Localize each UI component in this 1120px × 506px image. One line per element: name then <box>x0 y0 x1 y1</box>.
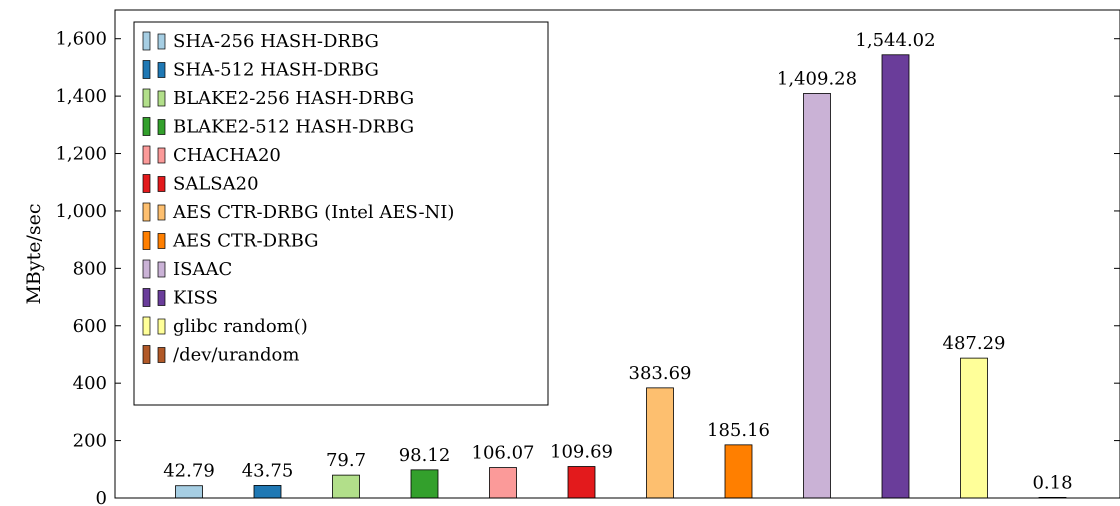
y-axis-label: MByte/sec <box>23 203 45 304</box>
legend-swatch <box>157 147 166 164</box>
legend-swatch <box>157 233 166 249</box>
legend-swatch <box>157 33 166 50</box>
legend-swatch <box>142 60 151 79</box>
bar <box>724 444 753 499</box>
legend-entry-label: SHA-512 HASH-DRBG <box>173 60 379 81</box>
bar <box>803 93 831 499</box>
plot-frame <box>114 9 1120 499</box>
bar <box>960 357 988 499</box>
legend-swatch <box>157 62 166 78</box>
legend-entry-label: BLAKE2-256 HASH-DRBG <box>173 88 414 109</box>
y-tick-label: 0 <box>96 488 107 506</box>
bar <box>646 387 674 499</box>
legend-entry-label: KISS <box>173 288 218 309</box>
y-tick-label: 800 <box>73 258 107 279</box>
legend-swatch <box>142 202 151 222</box>
y-tick-label: 200 <box>73 431 107 452</box>
legend-swatch <box>157 176 166 192</box>
bar-value-label: 43.75 <box>242 460 294 481</box>
legend-entry-label: BLAKE2-512 HASH-DRBG <box>173 117 414 138</box>
bar-value-label: 0.18 <box>1032 472 1072 493</box>
legend-swatch <box>142 345 151 364</box>
legend-swatch <box>157 204 166 221</box>
bar-value-label: 487.29 <box>943 333 1006 354</box>
bar <box>175 485 203 499</box>
bar <box>410 469 439 499</box>
bar-value-label: 1,544.02 <box>855 30 935 51</box>
legend-swatch <box>142 31 151 51</box>
bar <box>489 467 517 499</box>
legend-swatch <box>142 174 151 193</box>
y-tick-label: 1,000 <box>55 201 107 222</box>
legend-swatch <box>142 88 151 108</box>
legend-entry-label: SALSA20 <box>173 174 259 195</box>
legend-swatch <box>142 316 151 336</box>
bar-value-label: 106.07 <box>472 443 535 464</box>
legend-entry-label: SHA-256 HASH-DRBG <box>173 31 379 52</box>
legend-swatch <box>142 117 151 136</box>
bar-value-label: 79.7 <box>326 450 366 471</box>
legend-entry-label: CHACHA20 <box>173 145 281 166</box>
bar-value-label: 383.69 <box>629 363 692 384</box>
legend-entry-label: AES CTR-DRBG (Intel AES-NI) <box>172 202 454 223</box>
legend-swatch <box>142 288 151 307</box>
bar-value-label: 109.69 <box>550 442 613 463</box>
legend-swatch <box>157 347 166 363</box>
y-tick-label: 1,200 <box>55 144 107 165</box>
legend-swatch <box>157 290 166 306</box>
legend-swatch <box>157 261 166 278</box>
bar <box>332 474 360 499</box>
legend-swatch <box>142 231 151 250</box>
legend-entry-label: glibc random() <box>173 316 308 337</box>
y-tick-label: 600 <box>73 316 107 337</box>
legend-box <box>133 21 549 406</box>
bar-value-label: 42.79 <box>163 461 215 482</box>
legend-swatch <box>157 90 166 107</box>
legend-entry-label: /dev/urandom <box>173 345 299 366</box>
bar-value-label: 98.12 <box>399 445 451 466</box>
y-tick-label: 1,400 <box>55 86 107 107</box>
y-tick-label: 1,600 <box>55 29 107 50</box>
value-labels-layer: 42.79 43.75 79.7 98.12 106.07 109.69 383.69 185… <box>163 30 1072 494</box>
y-tick-label: 400 <box>73 373 107 394</box>
bar-value-label: 1,409.28 <box>777 68 857 89</box>
bar <box>253 485 282 499</box>
y-axis: 0 200 400 600 800 1,000 1,200 1,400 1,600 <box>55 29 1120 506</box>
legend-entry-label: ISAAC <box>173 259 232 280</box>
legend-swatch <box>142 259 151 279</box>
legend-entry-label: AES CTR-DRBG <box>172 231 319 252</box>
bar <box>567 466 596 499</box>
bar <box>881 54 910 499</box>
legend-swatch <box>157 318 166 335</box>
legend-swatch <box>142 145 151 165</box>
legend-swatch <box>157 119 166 135</box>
bars-layer <box>175 54 1067 499</box>
legend: SHA-256 HASH-DRBG SHA-512 HASH-DRBG BLAKE2… <box>133 21 549 406</box>
bar-value-label: 185.16 <box>707 420 770 441</box>
